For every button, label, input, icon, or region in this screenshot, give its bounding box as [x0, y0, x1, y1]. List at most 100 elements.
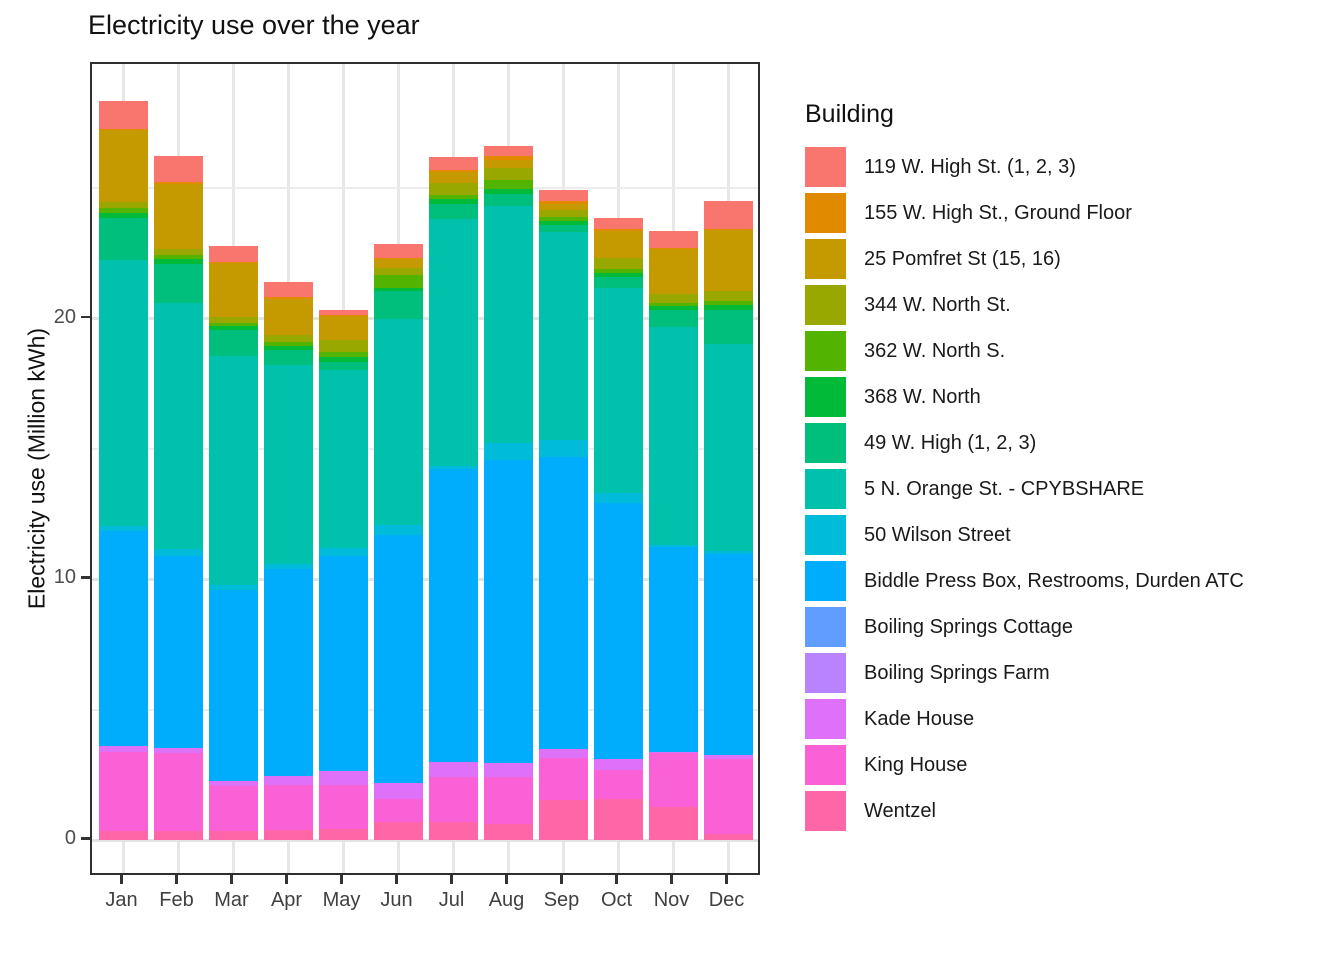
- bar-segment-aug: [484, 193, 533, 206]
- bar-segment-jul: [429, 171, 478, 183]
- bar-segment-feb: [154, 752, 203, 831]
- x-tick-feb: [175, 875, 178, 884]
- bar-segment-jan: [99, 213, 148, 218]
- bar-segment-nov: [649, 306, 698, 311]
- bar-segment-dec: [704, 553, 753, 755]
- bar-segment-nov: [649, 231, 698, 248]
- legend-swatch-icon: [805, 515, 846, 555]
- bar-segment-oct: [594, 493, 643, 503]
- bar-segment-mar: [209, 262, 258, 264]
- bar-segment-sep: [539, 203, 588, 210]
- legend-item-label: 5 N. Orange St. - CPYBSHARE: [864, 477, 1145, 500]
- bar-segment-may: [319, 784, 368, 830]
- bar-segment-feb: [154, 181, 203, 184]
- x-tick-jul: [450, 875, 453, 884]
- bar-segment-aug: [484, 189, 533, 194]
- bar-segment-feb: [154, 549, 203, 557]
- legend-item: Wentzel: [805, 791, 1244, 831]
- x-tick-nov: [670, 875, 673, 884]
- y-tick-label-20: 20: [53, 305, 76, 328]
- bar-segment-feb: [154, 302, 203, 550]
- bar-segment-oct: [594, 268, 643, 273]
- bar-segment-apr: [264, 776, 313, 785]
- bar-segment-apr: [264, 298, 313, 336]
- bar-segment-jul: [429, 204, 478, 220]
- legend-swatch-icon: [805, 331, 846, 371]
- bar-segment-feb: [154, 255, 203, 260]
- bar-segment-feb: [154, 259, 203, 264]
- bar-segment-oct: [594, 217, 643, 230]
- bar-segment-aug: [484, 776, 533, 824]
- bar-segment-oct: [594, 277, 643, 288]
- bar-segment-jun: [374, 822, 423, 840]
- gridline-major-0: [92, 838, 758, 842]
- bar-segment-dec: [704, 309, 753, 344]
- bar-segment-sep: [539, 748, 588, 758]
- bar-segment-sep: [539, 439, 588, 458]
- plot-panel: [90, 62, 760, 875]
- bar-segment-apr: [264, 345, 313, 351]
- x-tick-label-may: May: [322, 889, 361, 911]
- x-tick-aug: [505, 875, 508, 884]
- bar-segment-may: [319, 316, 368, 341]
- bar-segment-nov: [649, 753, 698, 807]
- legend-item: 119 W. High St. (1, 2, 3): [805, 147, 1244, 187]
- bar-segment-nov: [649, 544, 698, 548]
- bar-segment-aug: [484, 167, 533, 181]
- bar-segment-oct: [594, 769, 643, 799]
- bar-segment-sep: [539, 225, 588, 232]
- bar-segment-may: [319, 356, 368, 362]
- bar-segment-jun: [374, 318, 423, 525]
- bar-segment-jun: [374, 782, 423, 800]
- bar-segment-feb: [154, 156, 203, 182]
- legend-swatch-icon: [805, 147, 846, 187]
- legend-item: 155 W. High St., Ground Floor: [805, 193, 1244, 233]
- bar-segment-apr: [264, 342, 313, 346]
- bar-segment-apr: [264, 784, 313, 831]
- bar-segment-may: [319, 829, 368, 840]
- bar-jan: [99, 64, 148, 840]
- bar-segment-oct: [594, 502, 643, 760]
- bar-segment-apr: [264, 564, 313, 570]
- legend-item: 5 N. Orange St. - CPYBSHARE: [805, 469, 1244, 509]
- bar-segment-apr: [264, 297, 313, 299]
- bar-segment-oct: [594, 759, 643, 770]
- legend-swatch-icon: [805, 285, 846, 325]
- bar-segment-oct: [594, 229, 643, 231]
- bar-segment-aug: [484, 205, 533, 443]
- bar-jun: [374, 64, 423, 840]
- bar-segment-jul: [429, 182, 478, 195]
- bar-segment-mar: [209, 830, 258, 840]
- bar-segment-apr: [264, 569, 313, 777]
- legend-item: Kade House: [805, 699, 1244, 739]
- bar-segment-may: [319, 340, 368, 352]
- bar-segment-jan: [99, 746, 148, 752]
- legend-item-label: 49 W. High (1, 2, 3): [864, 431, 1037, 454]
- bar-segment-mar: [209, 263, 258, 318]
- legend-item: 25 Pomfret St (15, 16): [805, 239, 1244, 279]
- legend-item-label: 368 W. North: [864, 385, 981, 408]
- bar-segment-jun: [374, 243, 423, 258]
- bar-segment-nov: [649, 293, 698, 303]
- legend-swatch-icon: [805, 193, 846, 233]
- bar-segment-nov: [649, 302, 698, 307]
- y-axis-title: Electricity use (Million kWh): [23, 327, 50, 610]
- gridline-major-10: [92, 577, 758, 581]
- bar-segment-feb: [154, 183, 203, 250]
- bar-segment-dec: [704, 754, 753, 760]
- bar-segment-may: [319, 315, 368, 317]
- legend-item-label: Boiling Springs Farm: [864, 661, 1050, 684]
- y-tick-label-0: 0: [64, 827, 76, 849]
- legend-item: 368 W. North: [805, 377, 1244, 417]
- bar-segment-feb: [154, 249, 203, 256]
- legend-swatch-icon: [805, 239, 846, 279]
- y-tick-label-10: 10: [53, 566, 76, 589]
- bar-dec: [704, 64, 753, 840]
- bar-segment-jan: [99, 100, 148, 129]
- bar-segment-aug: [484, 442, 533, 460]
- bar-segment-nov: [649, 247, 698, 250]
- bar-segment-mar: [209, 322, 258, 326]
- bar-segment-dec: [704, 228, 753, 230]
- bar-apr: [264, 64, 313, 840]
